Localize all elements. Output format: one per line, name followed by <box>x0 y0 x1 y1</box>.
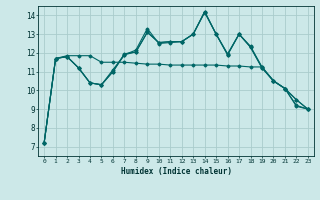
X-axis label: Humidex (Indice chaleur): Humidex (Indice chaleur) <box>121 167 231 176</box>
